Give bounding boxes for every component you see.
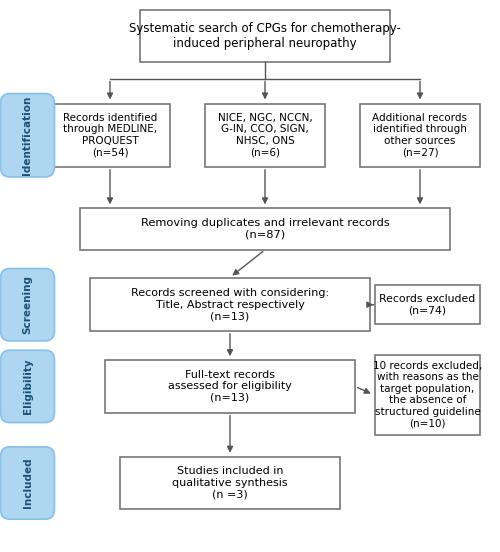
FancyBboxPatch shape bbox=[105, 360, 355, 413]
FancyBboxPatch shape bbox=[375, 285, 480, 324]
Text: 10 records excluded,
with reasons as the
target population,
the absence of
struc: 10 records excluded, with reasons as the… bbox=[373, 360, 482, 429]
FancyBboxPatch shape bbox=[120, 457, 340, 509]
Text: Studies included in
qualitative synthesis
(n =3): Studies included in qualitative synthesi… bbox=[172, 466, 288, 500]
Text: Records excluded
(n=74): Records excluded (n=74) bbox=[380, 294, 476, 316]
FancyBboxPatch shape bbox=[205, 104, 325, 167]
Text: Records identified
through MEDLINE,
PROQUEST
(n=54): Records identified through MEDLINE, PROQ… bbox=[63, 113, 157, 158]
FancyBboxPatch shape bbox=[90, 278, 370, 331]
FancyBboxPatch shape bbox=[0, 447, 54, 519]
Text: NICE, NGC, NCCN,
G-IN, CCO, SIGN,
NHSC, ONS
(n=6): NICE, NGC, NCCN, G-IN, CCO, SIGN, NHSC, … bbox=[218, 113, 312, 158]
Text: Full-text records
assessed for eligibility
(n=13): Full-text records assessed for eligibili… bbox=[168, 370, 292, 403]
Text: Included: Included bbox=[22, 458, 32, 508]
FancyBboxPatch shape bbox=[0, 350, 54, 423]
Text: Removing duplicates and irrelevant records
(n=87): Removing duplicates and irrelevant recor… bbox=[140, 218, 390, 240]
Text: Screening: Screening bbox=[22, 275, 32, 334]
FancyBboxPatch shape bbox=[0, 93, 54, 177]
Text: Additional records
identified through
other sources
(n=27): Additional records identified through ot… bbox=[372, 113, 468, 158]
Text: Identification: Identification bbox=[22, 95, 32, 175]
Text: Systematic search of CPGs for chemotherapy-
induced peripheral neuropathy: Systematic search of CPGs for chemothera… bbox=[129, 22, 401, 50]
Text: Eligibility: Eligibility bbox=[22, 359, 32, 414]
FancyBboxPatch shape bbox=[140, 9, 390, 62]
Text: Records screened with considering:
Title, Abstract respectively
(n=13): Records screened with considering: Title… bbox=[131, 288, 329, 321]
FancyBboxPatch shape bbox=[80, 209, 450, 250]
FancyBboxPatch shape bbox=[50, 104, 170, 167]
FancyBboxPatch shape bbox=[360, 104, 480, 167]
FancyBboxPatch shape bbox=[375, 355, 480, 435]
FancyBboxPatch shape bbox=[0, 268, 54, 341]
